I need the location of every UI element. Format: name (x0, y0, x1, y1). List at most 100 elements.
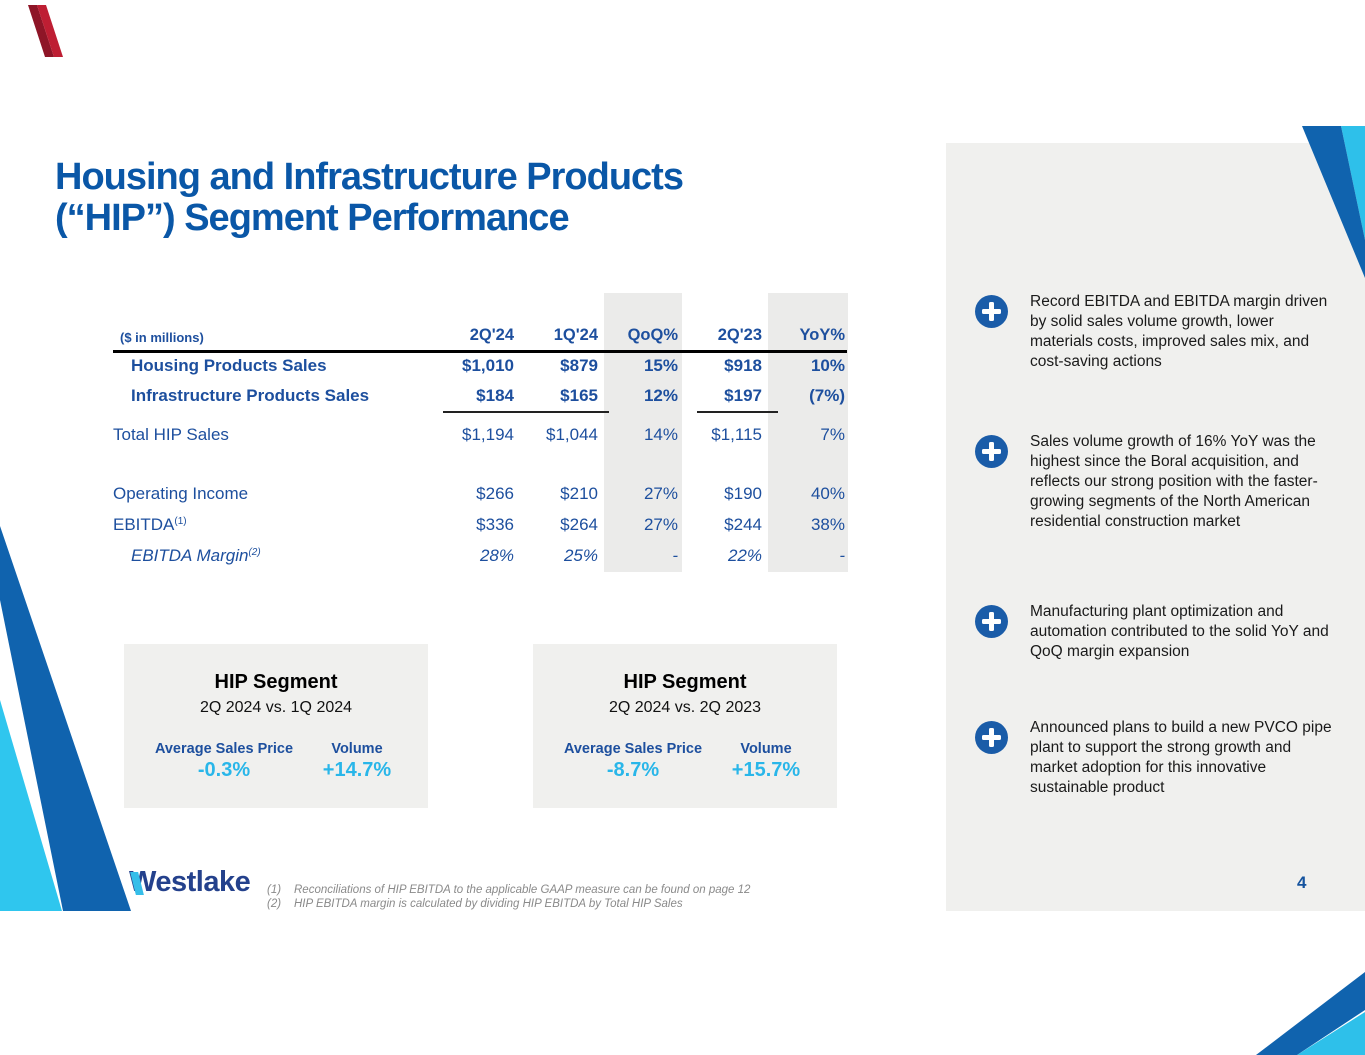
table-row-ebitda-margin: EBITDA Margin(2) 28% 25% - 22% - (113, 546, 847, 570)
cell: 7% (820, 425, 845, 444)
corner-ribbon-top-left-red (37, 5, 63, 57)
cell: 14% (643, 425, 678, 444)
column-header-qoq: QoQ% (627, 326, 678, 344)
sidebar-bullet-2: Sales volume growth of 16% YoY was the h… (975, 432, 1340, 532)
cell: (7%) (809, 386, 845, 405)
footnote-text: Reconciliations of HIP EBITDA to the app… (294, 884, 751, 896)
plus-icon (975, 435, 1008, 468)
cell: $266 (476, 484, 514, 503)
financials-table: ($ in millions) 2Q'24 1Q'24 QoQ% 2Q'23 Y… (113, 290, 848, 582)
cell: $918 (724, 356, 762, 375)
footnote-number: (2) (267, 898, 282, 910)
cell: $197 (724, 386, 762, 405)
footnotes: (1) Reconciliations of HIP EBITDA to the … (267, 883, 750, 911)
cell: $264 (560, 515, 598, 534)
bullet-text: Announced plans to build a new PVCO pipe… (1030, 719, 1332, 796)
cell: 28% (479, 546, 514, 565)
cell: $1,044 (546, 425, 598, 444)
cell: 25% (563, 546, 598, 565)
subtotal-divider-right (697, 411, 778, 413)
plus-icon (975, 295, 1008, 328)
cell: 10% (810, 356, 845, 375)
table-row-housing-sales: Housing Products Sales $1,010 $879 15% $… (113, 356, 847, 380)
table-row-infrastructure-sales: Infrastructure Products Sales $184 $165 … (113, 386, 847, 410)
cell: - (672, 546, 678, 565)
metric-value: -8.7% (606, 759, 660, 781)
footnote-ref-1: (1) (174, 516, 187, 527)
yoy-column-shade (768, 293, 848, 572)
cell: 12% (643, 386, 678, 405)
corner-ribbon-bottom-left-blue (0, 526, 131, 911)
hip-segment-box-qoq: HIP Segment 2Q 2024 vs. 1Q 2024 Average … (124, 644, 428, 808)
metric-label: Average Sales Price (563, 741, 703, 757)
sidebar-bullet-3: Manufacturing plant optimization and aut… (975, 602, 1340, 662)
column-header-yoy: YoY% (799, 326, 845, 344)
row-label: EBITDA Margin(2) (131, 546, 261, 566)
header-divider (113, 350, 847, 353)
footnote-text: HIP EBITDA margin is calculated by divid… (294, 898, 683, 910)
corner-ribbon-top-left-dark (28, 5, 54, 57)
cell: 27% (643, 484, 678, 503)
bullet-text: Manufacturing plant optimization and aut… (1030, 603, 1329, 660)
column-header-1q24: 1Q'24 (553, 326, 598, 344)
metric-label: Volume (740, 741, 792, 757)
metric-volume: Volume +15.7% (691, 741, 841, 782)
page-title-line1: Housing and Infrastructure Products (55, 156, 684, 198)
row-label: Housing Products Sales (131, 356, 327, 375)
cell: $336 (476, 515, 514, 534)
sidebar-bullet-1: Record EBITDA and EBITDA margin driven b… (975, 292, 1340, 372)
row-label-text: EBITDA (113, 515, 175, 534)
corner-ribbon-bottom-left-cyan (0, 700, 62, 911)
metric-value: +14.7% (322, 759, 392, 781)
corner-ribbon-bottom-right-cyan (1297, 1012, 1365, 1055)
box-title: HIP Segment (214, 671, 338, 693)
cell: $165 (560, 386, 598, 405)
column-header-2q23: 2Q'23 (717, 326, 762, 344)
box-subtitle: 2Q 2024 vs. 2Q 2023 (608, 699, 762, 716)
hip-segment-box-yoy: HIP Segment 2Q 2024 vs. 2Q 2023 Average … (533, 644, 837, 808)
cell: 15% (643, 356, 678, 375)
metric-average-sales-price: Average Sales Price -0.3% (149, 741, 299, 782)
metric-value: -0.3% (197, 759, 251, 781)
bullet-text: Sales volume growth of 16% YoY was the h… (1030, 433, 1318, 530)
metric-value: +15.7% (731, 759, 801, 781)
column-header-2q24: 2Q'24 (469, 326, 514, 344)
westlake-logo: Westlake (129, 866, 251, 898)
cell: $210 (560, 484, 598, 503)
cell: $879 (560, 356, 598, 375)
cell: 40% (810, 484, 845, 503)
table-row-ebitda: EBITDA(1) $336 $264 27% $244 38% (113, 515, 847, 539)
cell: $244 (724, 515, 762, 534)
plus-icon (975, 721, 1008, 754)
cell: $1,010 (462, 356, 514, 375)
cell: - (839, 546, 845, 565)
metric-label: Volume (331, 741, 383, 757)
metric-label: Average Sales Price (154, 741, 294, 757)
table-row-operating-income: Operating Income $266 $210 27% $190 40% (113, 484, 847, 508)
footnote-ref-2: (2) (248, 547, 261, 558)
page-title: Housing and Infrastructure Products (“HI… (55, 156, 684, 239)
footnote-number: (1) (267, 884, 282, 896)
row-label: Infrastructure Products Sales (131, 386, 370, 405)
row-label: EBITDA(1) (113, 515, 187, 535)
box-subtitle: 2Q 2024 vs. 1Q 2024 (199, 699, 353, 716)
table-header-row: 2Q'24 1Q'24 QoQ% 2Q'23 YoY% (113, 326, 847, 350)
cell: $1,194 (462, 425, 514, 444)
footnote-2: (2) HIP EBITDA margin is calculated by di… (267, 897, 750, 911)
table-units-note: ($ in millions) (120, 330, 204, 345)
table-row-total-hip-sales: Total HIP Sales $1,194 $1,044 14% $1,115… (113, 425, 847, 449)
cell: $184 (476, 386, 514, 405)
bullet-text: Record EBITDA and EBITDA margin driven b… (1030, 293, 1328, 370)
plus-icon (975, 605, 1008, 638)
qoq-column-shade (604, 293, 682, 572)
cell: $1,115 (711, 425, 762, 444)
page-number: 4 (1297, 873, 1307, 892)
row-label-text: EBITDA Margin (131, 546, 249, 565)
footnote-1: (1) Reconciliations of HIP EBITDA to the … (267, 883, 750, 897)
cell: 38% (810, 515, 845, 534)
box-title: HIP Segment (623, 671, 747, 693)
subtotal-divider-left (443, 411, 609, 413)
cell: 27% (643, 515, 678, 534)
cell: $190 (724, 484, 762, 503)
